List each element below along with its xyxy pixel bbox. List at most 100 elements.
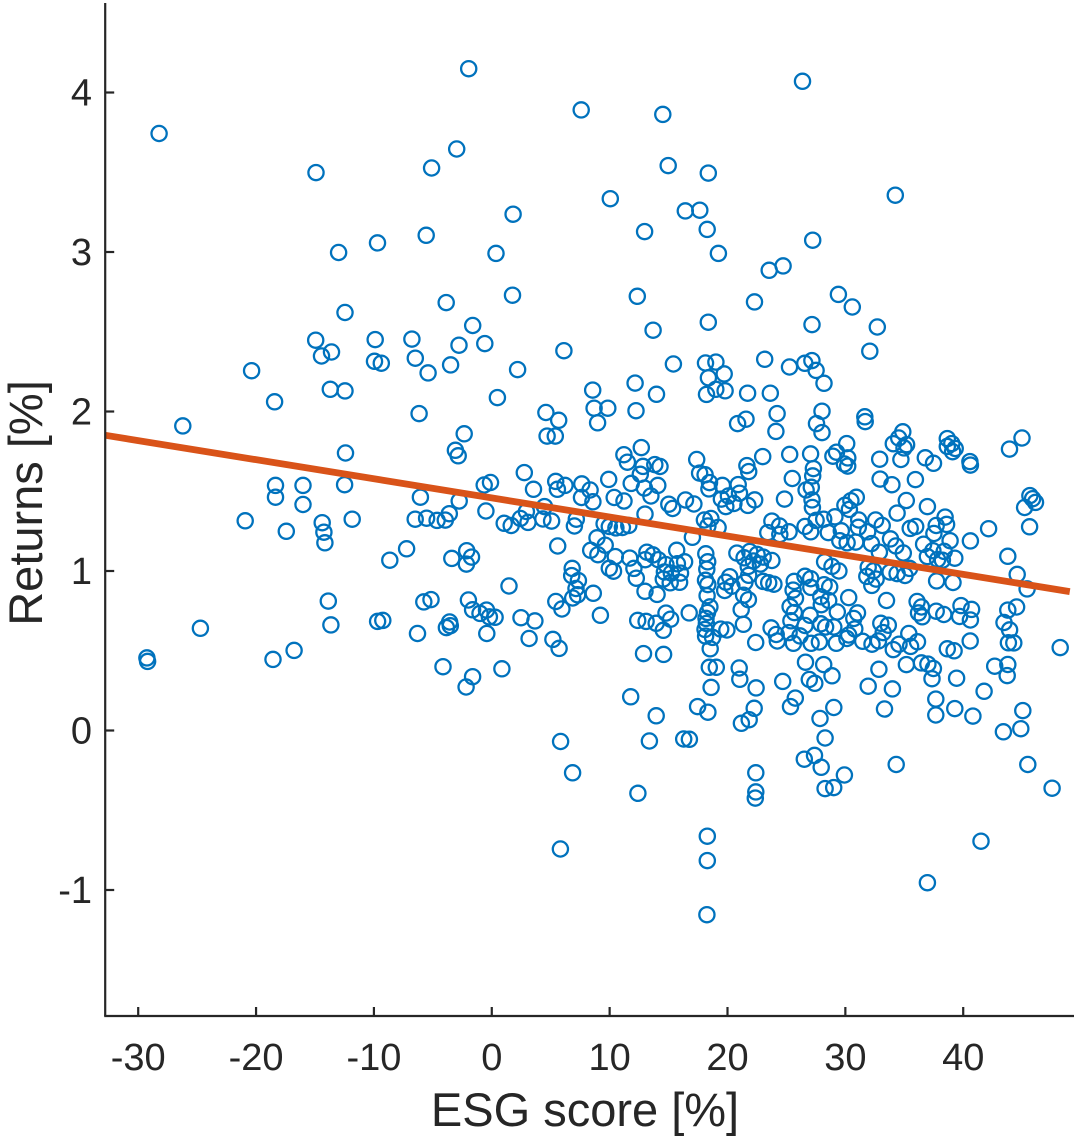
y-tick-label: -1 xyxy=(58,870,92,912)
scatter-point xyxy=(538,427,556,445)
scatter-point xyxy=(797,481,815,499)
scatter-point xyxy=(526,612,544,630)
scatter-point xyxy=(886,186,905,204)
scatter-point xyxy=(801,445,820,463)
scatter-point xyxy=(700,658,719,677)
scatter-point xyxy=(534,510,552,528)
scatter-point xyxy=(731,670,749,689)
scatter-point xyxy=(406,510,424,528)
scatter-point xyxy=(802,634,820,653)
scatter-point xyxy=(443,549,461,568)
scatter-point xyxy=(884,434,903,453)
scatter-point xyxy=(870,450,889,468)
scatter-point xyxy=(830,562,848,580)
scatter-point xyxy=(897,435,916,454)
scatter-point xyxy=(150,124,168,143)
scatter-point xyxy=(828,603,847,621)
scatter-point xyxy=(870,660,888,679)
scatter-point xyxy=(635,222,654,241)
scatter-point xyxy=(715,365,733,383)
scatter-point xyxy=(803,231,822,249)
scatter-point xyxy=(601,189,620,208)
scatter-point xyxy=(847,488,866,507)
scatter-point xyxy=(827,634,846,653)
scatter-point xyxy=(999,601,1017,619)
scatter-point xyxy=(546,427,565,445)
scatter-point xyxy=(946,699,964,718)
scatter-point xyxy=(734,615,753,634)
scatter-point xyxy=(406,349,425,367)
scatter-point xyxy=(702,678,720,697)
scatter-point xyxy=(699,164,718,182)
x-axis-label: ESG score [%] xyxy=(431,1083,739,1136)
scatter-point xyxy=(849,511,868,529)
scatter-point xyxy=(747,783,765,801)
scatter-point xyxy=(999,655,1017,674)
scatter-point xyxy=(767,625,785,644)
scatter-point xyxy=(685,495,703,513)
scatter-point xyxy=(803,351,821,370)
scatter-point xyxy=(816,729,834,747)
y-tick-label: 4 xyxy=(71,73,92,115)
scatter-point xyxy=(739,566,758,585)
scatter-point xyxy=(819,523,838,542)
scatter-point xyxy=(415,593,433,611)
scatter-point xyxy=(877,591,896,610)
scatter-point xyxy=(698,553,717,571)
scatter-point xyxy=(618,453,637,471)
scatter-point xyxy=(174,417,192,435)
x-tick-label: 0 xyxy=(481,1037,502,1079)
scatter-point xyxy=(707,658,726,677)
scatter-point xyxy=(875,700,894,718)
scatter-point xyxy=(863,576,881,595)
scatter-point xyxy=(417,509,436,527)
scatter-point xyxy=(767,422,785,441)
scatter-point xyxy=(783,469,802,488)
scatter-point xyxy=(236,512,254,530)
scatter-point xyxy=(884,640,903,659)
scatter-point xyxy=(422,159,441,177)
scatter-point xyxy=(403,330,421,348)
scatter-point xyxy=(773,672,792,691)
scatter-point xyxy=(1000,440,1019,458)
scatter-point xyxy=(664,355,683,373)
scatter-point xyxy=(654,621,673,640)
scatter-point xyxy=(909,604,928,622)
scatter-point xyxy=(946,549,964,567)
scatter-point xyxy=(508,360,527,379)
scatter-point xyxy=(648,585,666,604)
scatter-point xyxy=(711,620,730,638)
scatter-point xyxy=(747,764,765,782)
scatter-point xyxy=(285,641,303,660)
scatter-point xyxy=(811,709,829,728)
scatter-point xyxy=(604,562,623,580)
scatter-point xyxy=(745,293,764,311)
scatter-point xyxy=(322,343,341,361)
scatter-point xyxy=(732,714,751,733)
scatter-point xyxy=(763,551,781,570)
scatter-point xyxy=(780,445,799,464)
scatter-point xyxy=(565,517,584,535)
scatter-point xyxy=(873,516,891,535)
scatter-point xyxy=(640,732,659,750)
scatter-point xyxy=(644,321,662,339)
x-tick-label: -30 xyxy=(111,1037,166,1079)
scatter-point xyxy=(856,412,874,431)
scatter-point xyxy=(312,347,331,365)
scatter-point xyxy=(428,511,446,530)
scatter-point xyxy=(807,361,825,380)
scatter-point xyxy=(265,393,284,411)
scatter-point xyxy=(475,476,493,494)
scatter-point xyxy=(728,414,747,433)
scatter-point xyxy=(824,447,842,465)
scatter-point xyxy=(796,653,815,671)
scatter-point xyxy=(548,537,567,555)
scatter-point xyxy=(801,523,820,541)
scatter-point xyxy=(410,404,428,423)
scatter-point xyxy=(699,703,717,721)
scatter-point xyxy=(774,257,792,275)
scatter-point xyxy=(437,618,456,637)
scatter-point xyxy=(868,318,887,336)
